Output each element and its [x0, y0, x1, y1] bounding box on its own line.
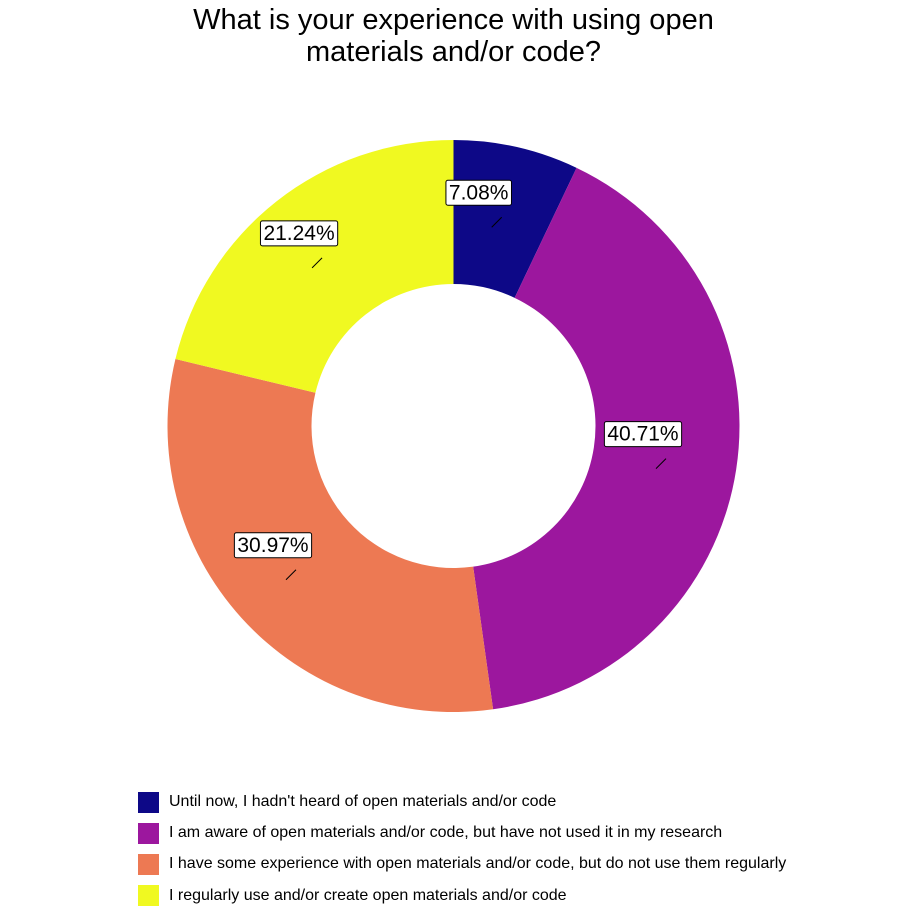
slice-label-box — [445, 179, 512, 206]
slice-data-label: 21.24% — [259, 220, 339, 269]
slice-data-label: 30.97% — [233, 532, 313, 581]
chart-title-line-1: What is your experience with using open — [193, 4, 714, 36]
slice-percent-label: 7.08% — [449, 181, 509, 204]
chart-title-line-2: materials and/or code? — [306, 36, 601, 68]
legend-item: I am aware of open materials and/or code… — [138, 822, 786, 844]
legend-swatch — [138, 822, 159, 844]
label-leader-line — [491, 216, 503, 228]
donut-slices — [167, 140, 740, 712]
donut-slice — [453, 140, 577, 298]
legend-swatch — [138, 791, 159, 813]
slice-label-box — [233, 532, 313, 559]
legend-item: Until now, I hadn't heard of open materi… — [138, 791, 786, 813]
legend-swatch — [138, 885, 159, 907]
legend-swatch — [138, 853, 159, 875]
legend-label: Until now, I hadn't heard of open materi… — [169, 793, 557, 810]
donut-slice — [175, 140, 454, 393]
slice-data-label: 7.08% — [445, 179, 512, 228]
slice-data-label: 40.71% — [603, 421, 683, 469]
legend: Until now, I hadn't heard of open materi… — [138, 791, 786, 916]
chart-title: What is your experience with using open … — [0, 4, 907, 68]
slice-percent-label: 21.24% — [263, 222, 334, 245]
label-leader-line — [311, 257, 323, 269]
label-leader-line — [655, 458, 667, 469]
slice-percent-label: 40.71% — [607, 423, 678, 446]
legend-item: I have some experience with open materia… — [138, 853, 786, 875]
donut-slice — [167, 359, 494, 712]
legend-label: I am aware of open materials and/or code… — [169, 824, 723, 842]
legend-label: I regularly use and/or create open mater… — [169, 886, 567, 904]
slice-label-box — [603, 421, 683, 448]
legend-item: I regularly use and/or create open mater… — [138, 885, 786, 907]
label-leader-line — [285, 569, 297, 581]
slice-labels: 7.08% 40.71% 30.97% 21.24% — [233, 179, 683, 581]
slice-percent-label: 30.97% — [237, 534, 308, 557]
slice-label-box — [259, 220, 339, 247]
legend-label: I have some experience with open materia… — [169, 855, 787, 873]
